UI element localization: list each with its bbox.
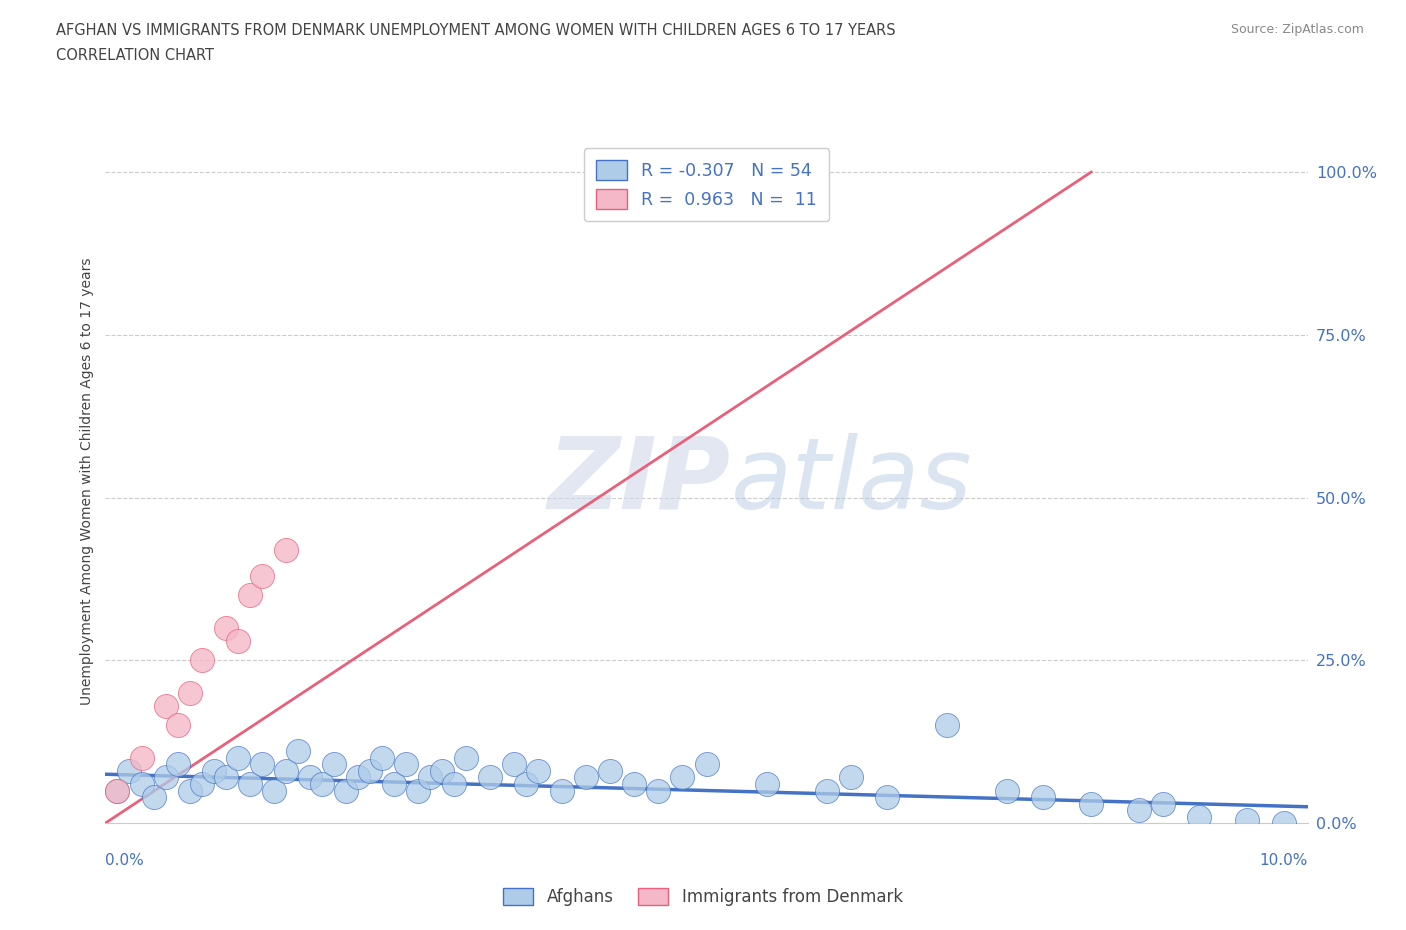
Point <box>430 764 453 778</box>
Point <box>166 757 188 772</box>
Point <box>1080 796 1102 811</box>
Point <box>382 777 405 791</box>
Point <box>298 770 321 785</box>
Point <box>671 770 693 785</box>
Point <box>263 783 285 798</box>
Point <box>1152 796 1174 811</box>
Text: 10.0%: 10.0% <box>1260 853 1308 868</box>
Point <box>419 770 441 785</box>
Point <box>190 777 212 791</box>
Point <box>443 777 465 791</box>
Text: 0.0%: 0.0% <box>105 853 145 868</box>
Point <box>479 770 502 785</box>
Point <box>515 777 537 791</box>
Point <box>406 783 429 798</box>
Point <box>202 764 225 778</box>
Point <box>995 783 1018 798</box>
Point <box>395 757 418 772</box>
Text: CORRELATION CHART: CORRELATION CHART <box>56 48 214 63</box>
Point <box>155 698 177 713</box>
Point <box>214 620 236 635</box>
Point <box>1272 816 1295 830</box>
Point <box>190 653 212 668</box>
Point <box>239 588 262 603</box>
Point <box>226 751 249 765</box>
Text: AFGHAN VS IMMIGRANTS FROM DENMARK UNEMPLOYMENT AMONG WOMEN WITH CHILDREN AGES 6 : AFGHAN VS IMMIGRANTS FROM DENMARK UNEMPL… <box>56 23 896 38</box>
Point <box>214 770 236 785</box>
Point <box>179 783 201 798</box>
Legend: Afghans, Immigrants from Denmark: Afghans, Immigrants from Denmark <box>496 881 910 912</box>
Text: Source: ZipAtlas.com: Source: ZipAtlas.com <box>1230 23 1364 36</box>
Point <box>274 542 297 557</box>
Point <box>287 744 309 759</box>
Point <box>142 790 165 804</box>
Point <box>454 751 477 765</box>
Point <box>347 770 370 785</box>
Point <box>696 757 718 772</box>
Point <box>250 568 273 583</box>
Point <box>155 770 177 785</box>
Point <box>551 783 574 798</box>
Point <box>1188 809 1211 824</box>
Point <box>755 777 778 791</box>
Text: ZIP: ZIP <box>547 432 731 530</box>
Point <box>107 783 129 798</box>
Point <box>1236 813 1258 828</box>
Point <box>503 757 526 772</box>
Point <box>107 783 129 798</box>
Point <box>371 751 394 765</box>
Point <box>359 764 381 778</box>
Point <box>647 783 669 798</box>
Point <box>179 685 201 700</box>
Point <box>599 764 621 778</box>
Point <box>118 764 141 778</box>
Point <box>1032 790 1054 804</box>
Point <box>936 718 959 733</box>
Point <box>335 783 357 798</box>
Point <box>575 770 598 785</box>
Y-axis label: Unemployment Among Women with Children Ages 6 to 17 years: Unemployment Among Women with Children A… <box>80 258 94 705</box>
Point <box>131 777 153 791</box>
Point <box>839 770 862 785</box>
Point <box>311 777 333 791</box>
Text: atlas: atlas <box>731 432 972 530</box>
Point <box>623 777 645 791</box>
Point <box>274 764 297 778</box>
Point <box>815 783 838 798</box>
Point <box>131 751 153 765</box>
Point <box>1128 803 1150 817</box>
Point <box>876 790 898 804</box>
Point <box>322 757 344 772</box>
Point <box>226 633 249 648</box>
Legend: R = -0.307   N = 54, R =  0.963   N =  11: R = -0.307 N = 54, R = 0.963 N = 11 <box>583 148 830 221</box>
Point <box>166 718 188 733</box>
Point <box>250 757 273 772</box>
Point <box>239 777 262 791</box>
Point <box>527 764 550 778</box>
